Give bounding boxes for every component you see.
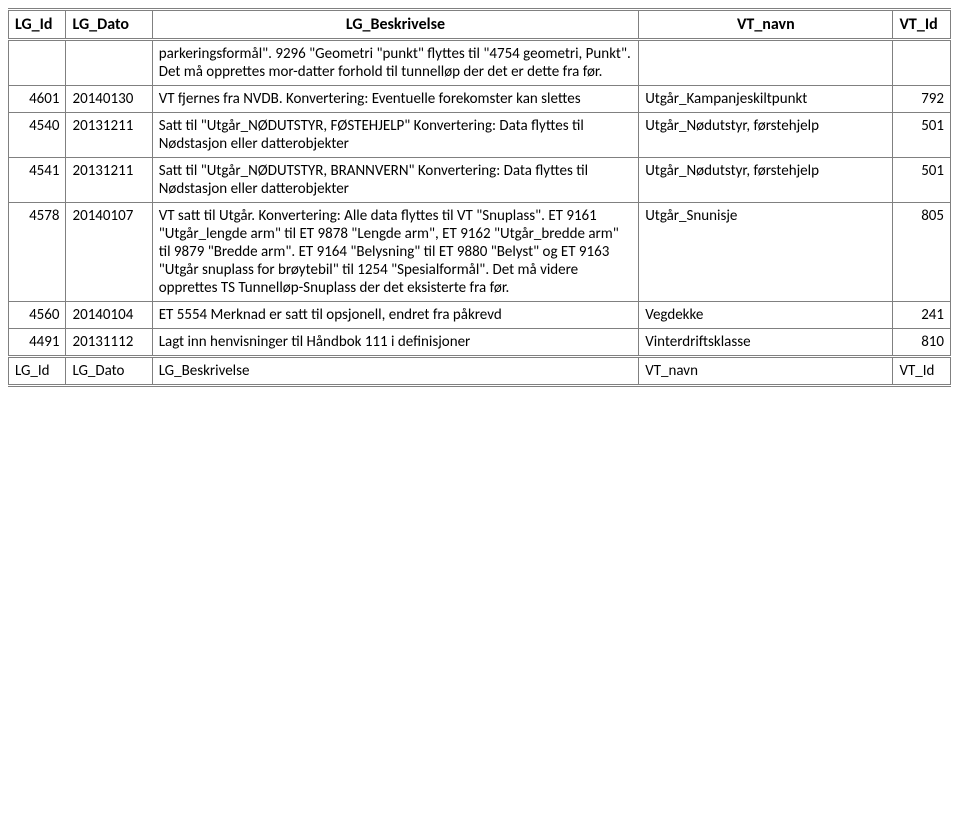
header-lg-id: LG_Id — [9, 10, 66, 40]
cell-vt-navn: Utgår_Nødutstyr, førstehjelp — [639, 113, 893, 158]
cell-vt-navn: Vegdekke — [639, 302, 893, 329]
cell-lg-id: 4560 — [9, 302, 66, 329]
cell-vt-id: 501 — [893, 113, 951, 158]
cell-lg-id: 4491 — [9, 329, 66, 357]
table-row: parkeringsformål". 9296 "Geometri "punkt… — [9, 40, 951, 86]
table-body: parkeringsformål". 9296 "Geometri "punkt… — [9, 40, 951, 386]
table-row: 4601 20140130 VT fjernes fra NVDB. Konve… — [9, 86, 951, 113]
footer-vt-id: VT_Id — [893, 357, 951, 386]
cell-lg-besk: Satt til "Utgår_NØDUTSTYR, BRANNVERN" Ko… — [152, 158, 638, 203]
cell-lg-dato — [66, 40, 152, 86]
table-row: 4578 20140107 VT satt til Utgår. Konvert… — [9, 203, 951, 302]
table-row: 4491 20131112 Lagt inn henvisninger til … — [9, 329, 951, 357]
cell-vt-navn: Utgår_Kampanjeskiltpunkt — [639, 86, 893, 113]
cell-lg-dato: 20131211 — [66, 113, 152, 158]
cell-lg-besk: VT satt til Utgår. Konvertering: Alle da… — [152, 203, 638, 302]
cell-lg-besk: VT fjernes fra NVDB. Konvertering: Event… — [152, 86, 638, 113]
header-lg-dato: LG_Dato — [66, 10, 152, 40]
table-row: 4560 20140104 ET 5554 Merknad er satt ti… — [9, 302, 951, 329]
cell-vt-navn: Utgår_Nødutstyr, førstehjelp — [639, 158, 893, 203]
cell-lg-id: 4601 — [9, 86, 66, 113]
cell-vt-id — [893, 40, 951, 86]
table-footer-row: LG_Id LG_Dato LG_Beskrivelse VT_navn VT_… — [9, 357, 951, 386]
cell-lg-besk: parkeringsformål". 9296 "Geometri "punkt… — [152, 40, 638, 86]
footer-vt-navn: VT_navn — [639, 357, 893, 386]
cell-lg-id: 4578 — [9, 203, 66, 302]
table-row: 4541 20131211 Satt til "Utgår_NØDUTSTYR,… — [9, 158, 951, 203]
cell-vt-id: 805 — [893, 203, 951, 302]
footer-lg-beskrivelse: LG_Beskrivelse — [152, 357, 638, 386]
cell-lg-dato: 20131211 — [66, 158, 152, 203]
cell-vt-navn: Utgår_Snunisje — [639, 203, 893, 302]
cell-vt-id: 810 — [893, 329, 951, 357]
cell-lg-dato: 20131112 — [66, 329, 152, 357]
cell-lg-besk: Satt til "Utgår_NØDUTSTYR, FØSTEHJELP" K… — [152, 113, 638, 158]
cell-lg-id: 4541 — [9, 158, 66, 203]
cell-lg-dato: 20140130 — [66, 86, 152, 113]
header-lg-beskrivelse: LG_Beskrivelse — [152, 10, 638, 40]
cell-vt-id: 792 — [893, 86, 951, 113]
header-vt-id: VT_Id — [893, 10, 951, 40]
cell-lg-dato: 20140104 — [66, 302, 152, 329]
data-table: LG_Id LG_Dato LG_Beskrivelse VT_navn VT_… — [8, 8, 951, 387]
cell-vt-id: 501 — [893, 158, 951, 203]
cell-lg-besk: Lagt inn henvisninger til Håndbok 111 i … — [152, 329, 638, 357]
cell-vt-navn: Vinterdriftsklasse — [639, 329, 893, 357]
cell-lg-id: 4540 — [9, 113, 66, 158]
cell-vt-navn — [639, 40, 893, 86]
cell-vt-id: 241 — [893, 302, 951, 329]
footer-lg-dato: LG_Dato — [66, 357, 152, 386]
table-row: 4540 20131211 Satt til "Utgår_NØDUTSTYR,… — [9, 113, 951, 158]
table-header-row: LG_Id LG_Dato LG_Beskrivelse VT_navn VT_… — [9, 10, 951, 40]
header-vt-navn: VT_navn — [639, 10, 893, 40]
cell-lg-dato: 20140107 — [66, 203, 152, 302]
footer-lg-id: LG_Id — [9, 357, 66, 386]
cell-lg-id — [9, 40, 66, 86]
cell-lg-besk: ET 5554 Merknad er satt til opsjonell, e… — [152, 302, 638, 329]
